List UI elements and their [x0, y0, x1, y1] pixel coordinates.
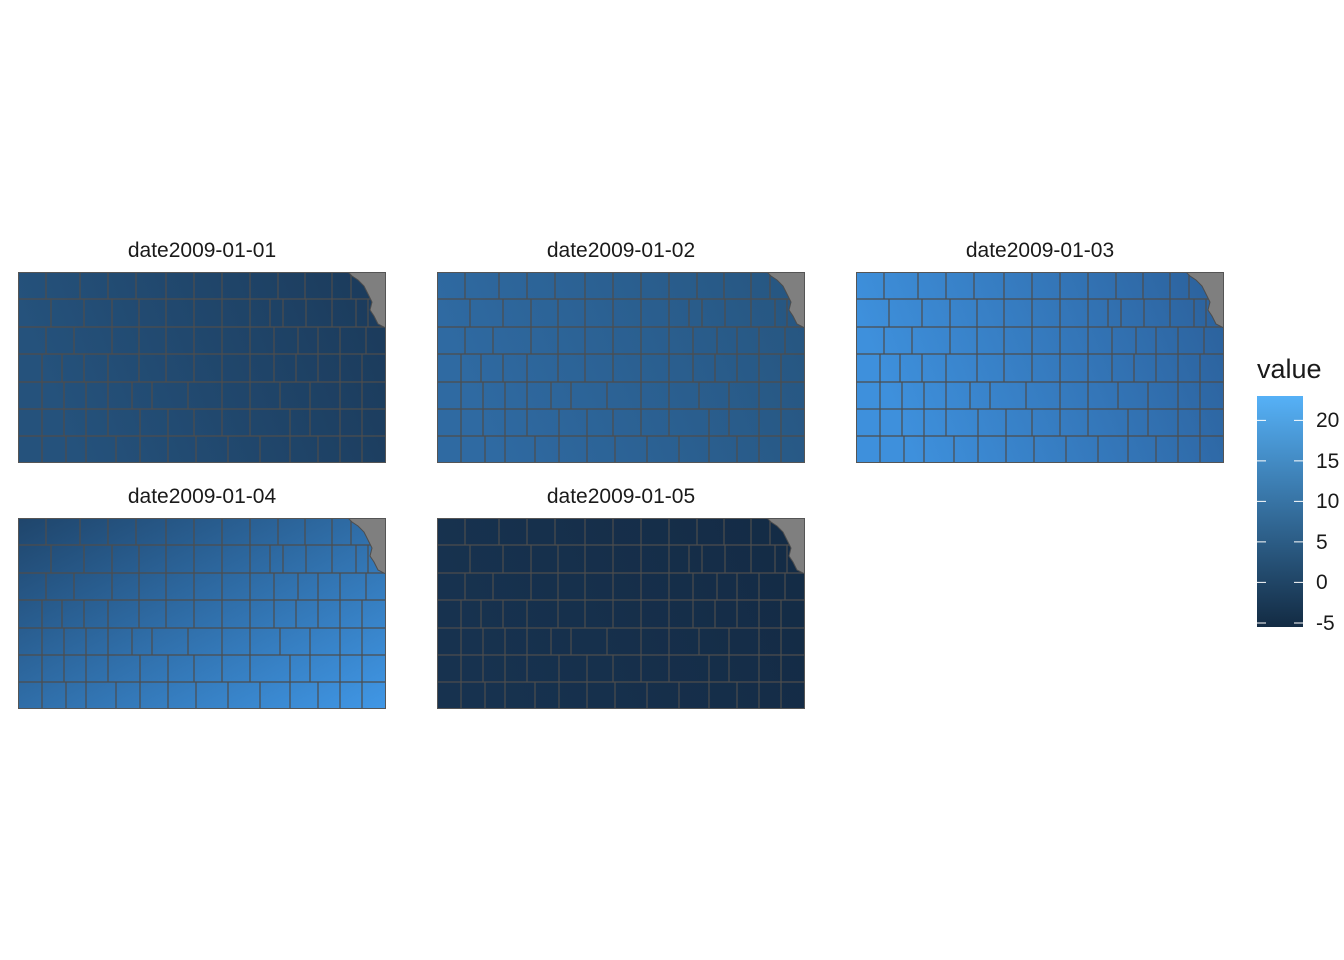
facet-title: date2009-01-03 — [965, 239, 1115, 262]
county-border — [856, 354, 1224, 383]
county-border — [437, 518, 805, 546]
legend-tick-label: 0 — [1316, 571, 1328, 595]
county-border — [437, 682, 805, 709]
county-border — [18, 600, 386, 629]
county-borders — [18, 272, 386, 463]
missing-region — [347, 272, 386, 329]
facet-title: date2009-01-01 — [127, 239, 277, 262]
legend-tick-label: 10 — [1316, 490, 1340, 514]
county-border — [856, 436, 1224, 463]
raster-fill — [18, 272, 386, 463]
county-borders — [856, 272, 1224, 463]
county-border — [437, 327, 805, 355]
county-border — [437, 545, 805, 574]
county-border — [437, 628, 805, 656]
raster-fill — [856, 272, 1224, 463]
missing-region — [347, 518, 386, 575]
legend-tick-label: -5 — [1316, 611, 1335, 635]
county-border — [856, 272, 1224, 300]
county-border — [18, 518, 386, 546]
county-border — [437, 436, 805, 463]
county-borders — [18, 518, 386, 709]
county-border — [856, 327, 1224, 355]
county-border — [856, 299, 1224, 328]
county-border — [18, 628, 386, 656]
county-border — [437, 354, 805, 383]
missing-region — [766, 272, 805, 329]
facet-title: date2009-01-04 — [127, 485, 277, 508]
map-panel — [437, 518, 805, 709]
county-border — [437, 600, 805, 629]
raster-fill — [437, 518, 805, 709]
legend-colorbar — [1257, 396, 1303, 627]
raster-fill — [18, 518, 386, 709]
map-panel — [856, 272, 1224, 463]
county-border — [856, 382, 1224, 410]
county-border — [437, 573, 805, 601]
county-border — [437, 299, 805, 328]
facet-title: date2009-01-02 — [546, 239, 696, 262]
legend-tick-label: 15 — [1316, 449, 1340, 473]
raster-fill — [437, 272, 805, 463]
missing-region — [1185, 272, 1224, 329]
county-border — [18, 655, 386, 683]
county-border — [18, 573, 386, 601]
legend-title: value — [1257, 354, 1322, 384]
county-border — [18, 327, 386, 355]
county-border — [18, 436, 386, 463]
county-border — [437, 382, 805, 410]
county-border — [437, 655, 805, 683]
legend-tick-label: 5 — [1316, 530, 1328, 554]
county-border — [437, 409, 805, 437]
county-border — [18, 354, 386, 383]
county-border — [18, 682, 386, 709]
county-border — [18, 382, 386, 410]
county-border — [856, 409, 1224, 437]
county-border — [18, 299, 386, 328]
map-panel — [18, 272, 386, 463]
county-border — [18, 409, 386, 437]
county-borders — [437, 518, 805, 709]
county-border — [437, 272, 805, 300]
map-panel — [437, 272, 805, 463]
county-borders — [437, 272, 805, 463]
facet-title: date2009-01-05 — [546, 485, 696, 508]
missing-region — [766, 518, 805, 575]
map-panel — [18, 518, 386, 709]
county-border — [18, 545, 386, 574]
legend-tick-label: 20 — [1316, 409, 1340, 433]
county-border — [18, 272, 386, 300]
